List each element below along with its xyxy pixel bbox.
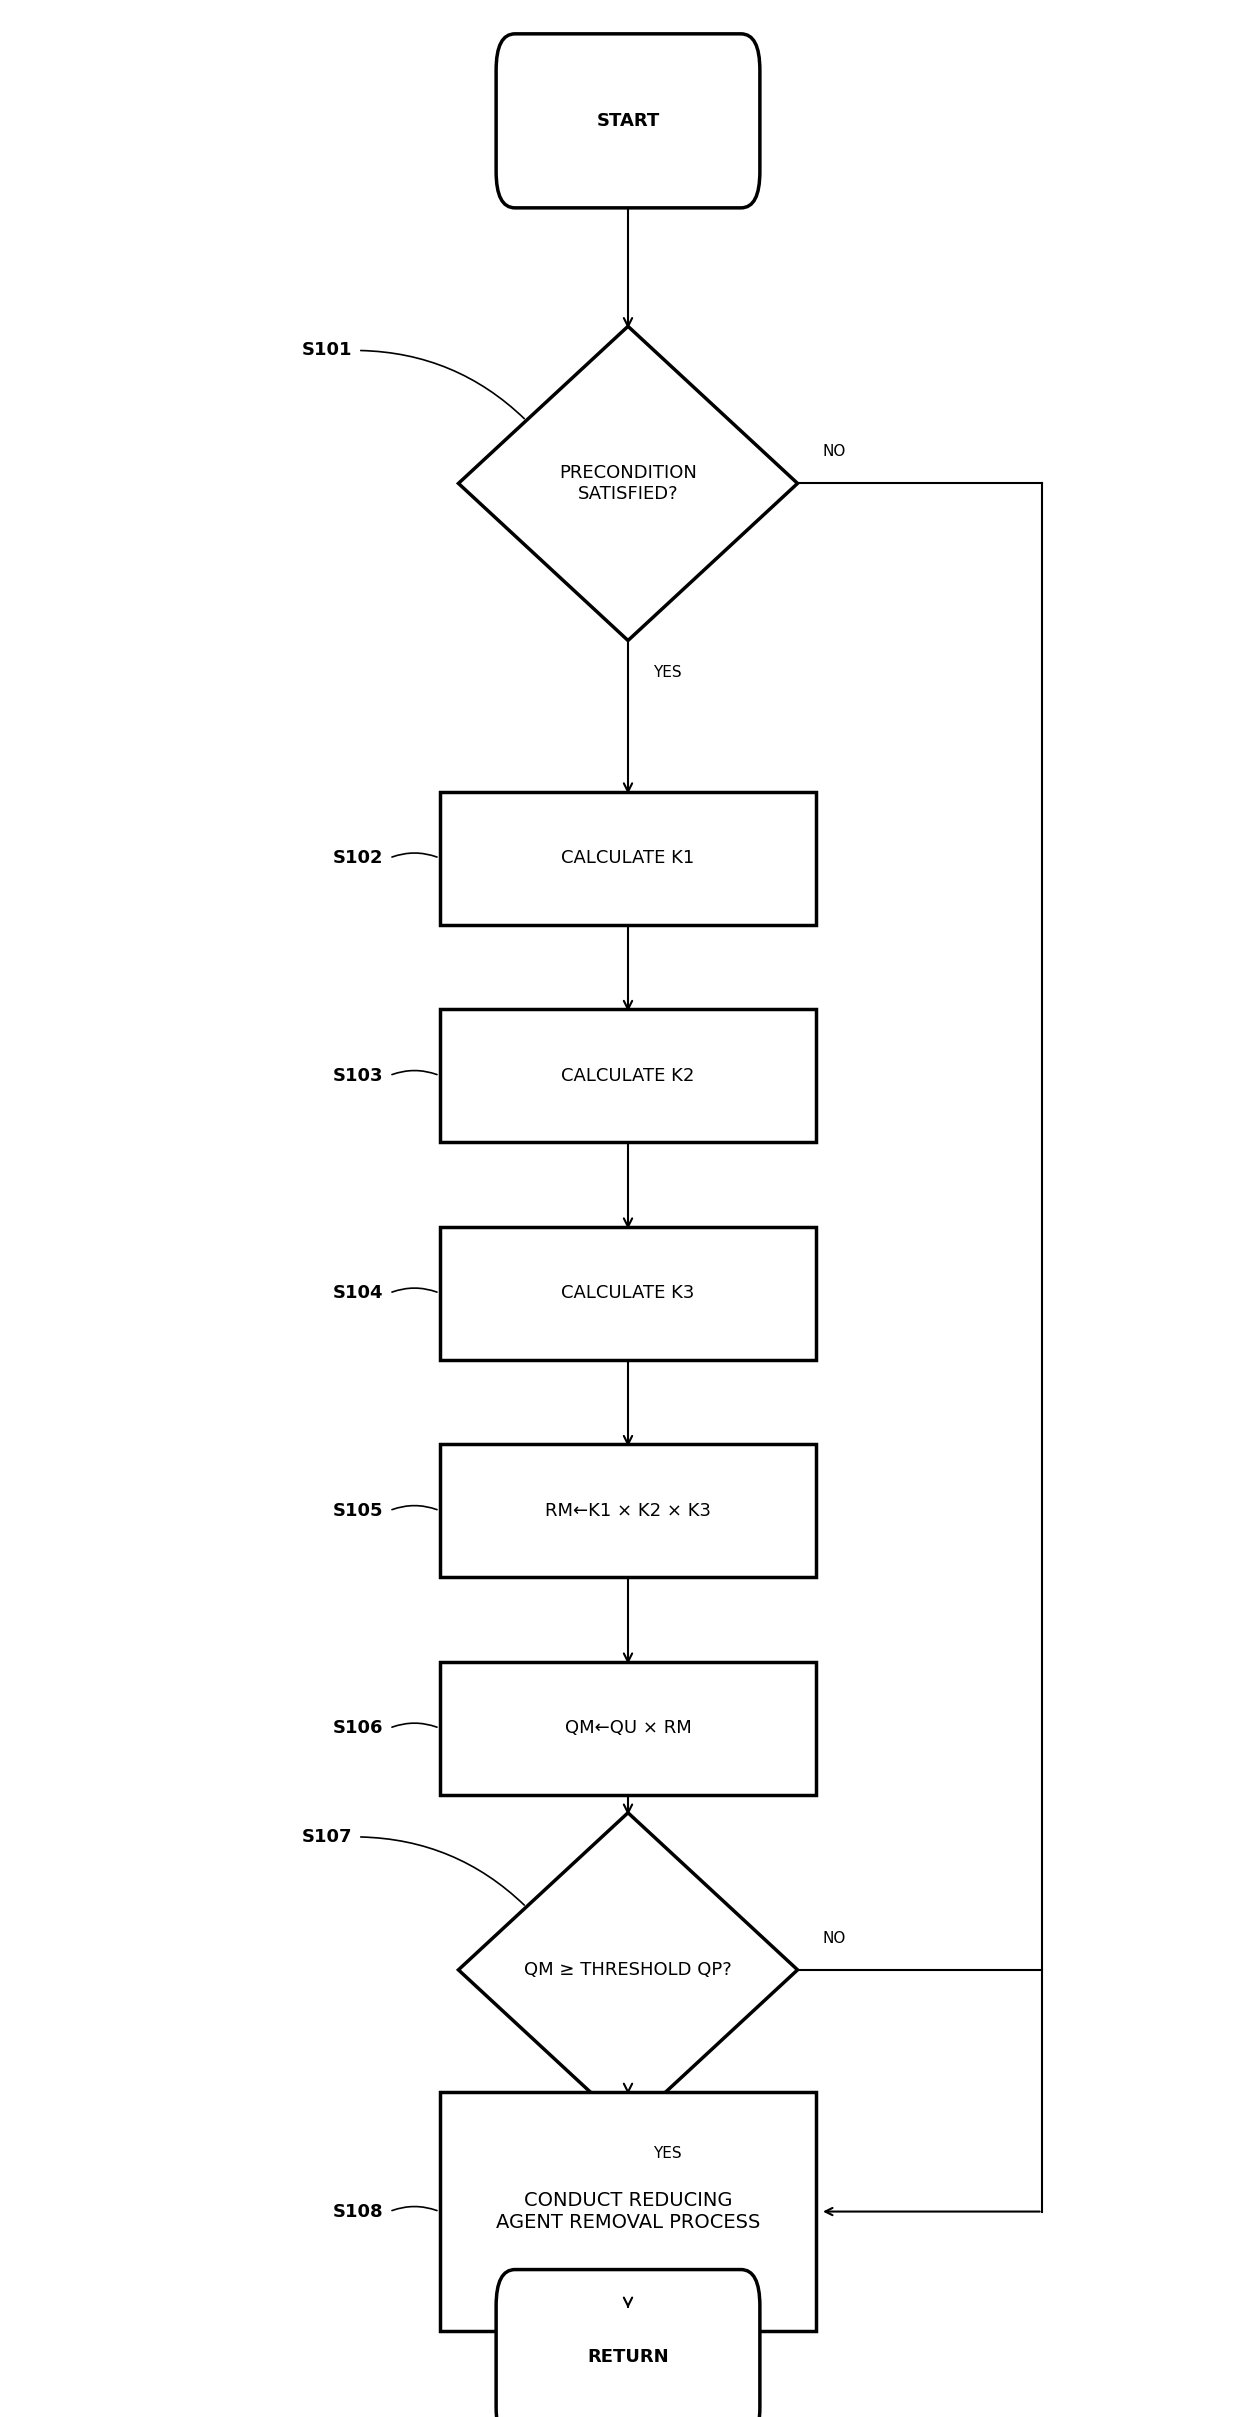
Text: QM ≥ THRESHOLD QP?: QM ≥ THRESHOLD QP? — [524, 1960, 732, 1980]
Text: RETURN: RETURN — [588, 2347, 668, 2366]
Text: S107: S107 — [301, 1827, 352, 1847]
Text: CALCULATE K2: CALCULATE K2 — [561, 1066, 695, 1085]
Text: S104: S104 — [333, 1283, 383, 1303]
FancyBboxPatch shape — [440, 1008, 816, 1141]
Text: NO: NO — [823, 445, 847, 459]
Text: CALCULATE K1: CALCULATE K1 — [561, 848, 695, 868]
FancyBboxPatch shape — [440, 1228, 816, 1358]
Polygon shape — [458, 1813, 798, 2127]
Text: START: START — [597, 111, 659, 131]
Text: RM←K1 × K2 × K3: RM←K1 × K2 × K3 — [545, 1501, 711, 1520]
Text: S106: S106 — [333, 1718, 383, 1738]
FancyBboxPatch shape — [496, 2270, 760, 2417]
FancyBboxPatch shape — [440, 1445, 816, 1578]
Text: S102: S102 — [333, 848, 383, 868]
Text: CONDUCT REDUCING
AGENT REMOVAL PROCESS: CONDUCT REDUCING AGENT REMOVAL PROCESS — [496, 2192, 760, 2231]
Text: S103: S103 — [333, 1066, 383, 1085]
Text: S108: S108 — [333, 2202, 383, 2221]
FancyBboxPatch shape — [440, 2093, 816, 2330]
FancyBboxPatch shape — [496, 34, 760, 208]
Text: NO: NO — [823, 1931, 847, 1946]
Text: YES: YES — [653, 2146, 682, 2161]
Text: S101: S101 — [301, 341, 352, 360]
Polygon shape — [458, 326, 798, 641]
Text: YES: YES — [653, 665, 682, 679]
Text: QM←QU × RM: QM←QU × RM — [565, 1718, 691, 1738]
Text: S105: S105 — [333, 1501, 383, 1520]
Text: CALCULATE K3: CALCULATE K3 — [561, 1283, 695, 1303]
Text: PRECONDITION
SATISFIED?: PRECONDITION SATISFIED? — [559, 464, 697, 503]
FancyBboxPatch shape — [440, 1663, 816, 1796]
FancyBboxPatch shape — [440, 790, 816, 923]
